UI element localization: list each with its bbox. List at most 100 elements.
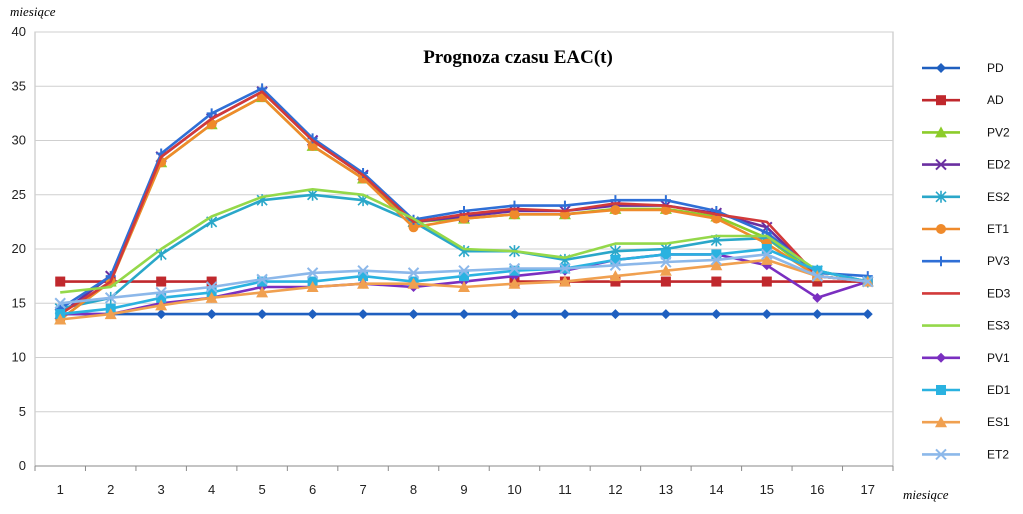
point-ed1-3 — [156, 292, 167, 303]
point-ed1-13 — [660, 249, 671, 260]
point-pd-3 — [156, 309, 167, 320]
point-es1-14 — [710, 259, 723, 271]
point-es1-6 — [306, 280, 319, 292]
x-tick-10: 10 — [507, 482, 521, 497]
point-ad-12 — [610, 276, 621, 287]
point-et2-6 — [306, 267, 319, 279]
point-ad-16 — [812, 276, 823, 287]
point-et1-9 — [459, 213, 469, 224]
point-et1-12 — [610, 204, 621, 215]
point-et2-9 — [458, 264, 470, 277]
point-ad-15 — [761, 276, 772, 287]
point-et2-2 — [104, 292, 117, 304]
legend-marker-pv1 — [936, 352, 946, 363]
legend-item-es3: ES3 — [922, 319, 1010, 333]
point-es1-1 — [54, 313, 67, 325]
point-pv3-13 — [660, 195, 671, 206]
x-tick-14: 14 — [709, 482, 723, 497]
point-ed1-5 — [257, 276, 268, 287]
point-pd-5 — [257, 309, 268, 320]
point-et1-10 — [509, 209, 520, 220]
x-tick-12: 12 — [608, 482, 622, 497]
legend-item-ed3: ED3 — [922, 286, 1011, 300]
point-et2-4 — [205, 281, 218, 293]
series-et2 — [54, 248, 874, 309]
legend-label-es1: ES1 — [987, 415, 1010, 429]
x-tick-labels: 1 2 3 4 5 6 7 8 9 10 11 12 13 14 15 16 17 — [57, 482, 875, 497]
point-pd-4 — [206, 309, 217, 320]
legend-item-et2: ET2 — [922, 447, 1009, 461]
legend-item-ad: AD — [922, 93, 1004, 107]
x-tick-1: 1 — [57, 482, 64, 497]
point-ad-14 — [711, 276, 722, 287]
point-pv1-16 — [812, 292, 823, 303]
legend-label-pv3: PV3 — [987, 254, 1010, 268]
legend-item-pv1: PV1 — [922, 351, 1010, 365]
point-es2-6 — [307, 188, 319, 201]
point-et2-5 — [256, 273, 268, 286]
series-line-es3 — [60, 188, 869, 294]
y-tick-5: 5 — [19, 404, 26, 419]
legend-item-es1: ES1 — [922, 415, 1010, 429]
legend-label-ed3: ED3 — [987, 286, 1011, 300]
legend-marker-et2 — [935, 448, 947, 461]
chart-title: Prognoza czasu EAC(t) — [423, 47, 613, 68]
legend-marker-et1 — [936, 224, 946, 234]
point-et2-16 — [811, 270, 824, 282]
point-pv3-11 — [559, 200, 570, 211]
point-ad-4 — [206, 276, 217, 287]
point-et2-8 — [407, 267, 420, 279]
legend-marker-pd — [936, 63, 946, 73]
x-axis-label: miesiące — [903, 487, 949, 502]
x-tick-15: 15 — [760, 482, 774, 497]
point-es1-8 — [407, 277, 420, 289]
point-et2-15 — [761, 248, 773, 261]
x-tick-16: 16 — [810, 482, 824, 497]
legend-item-ed2: ED2 — [922, 158, 1011, 172]
point-pd-10 — [509, 309, 520, 320]
point-pd-16 — [812, 309, 823, 320]
legend-item-ed1: ED1 — [922, 383, 1011, 397]
legend-marker-pv2 — [935, 126, 947, 138]
point-et1-8 — [408, 222, 419, 233]
point-ed1-7 — [358, 271, 369, 282]
legend-label-et1: ET1 — [987, 222, 1009, 236]
point-ed1-14 — [711, 249, 722, 260]
point-es1-2 — [104, 308, 117, 320]
y-axis-label: miesiące — [10, 4, 56, 19]
legend-label-es2: ES2 — [987, 190, 1010, 204]
legend-item-pd: PD — [922, 61, 1004, 75]
x-tick-17: 17 — [861, 482, 875, 497]
point-et1-13 — [660, 204, 671, 215]
point-es1-9 — [458, 280, 470, 292]
series-es3 — [60, 188, 869, 294]
legend-label-ad: AD — [987, 93, 1004, 107]
y-tick-30: 30 — [12, 133, 26, 148]
x-tick-11: 11 — [558, 482, 572, 497]
legend-item-et1: ET1 — [922, 222, 1009, 236]
series-ed3 — [59, 90, 868, 316]
point-pd-12 — [610, 309, 621, 320]
point-ed1-12 — [610, 254, 621, 265]
y-tick-0: 0 — [19, 458, 26, 473]
point-es1-7 — [357, 277, 370, 289]
point-ad-1 — [55, 276, 66, 287]
legend-marker-pv3 — [936, 256, 946, 267]
point-pv3-4 — [206, 108, 217, 119]
point-pd-17 — [862, 309, 873, 320]
legend-item-pv2: PV2 — [922, 125, 1010, 139]
point-pd-13 — [660, 309, 671, 320]
point-es1-13 — [659, 264, 672, 276]
x-tick-8: 8 — [410, 482, 417, 497]
point-pd-7 — [358, 309, 369, 320]
point-et2-11 — [559, 262, 571, 275]
legend-label-et2: ET2 — [987, 447, 1009, 461]
point-et1-14 — [711, 213, 722, 224]
point-es1-11 — [558, 275, 571, 287]
point-ed1-15 — [761, 244, 772, 254]
point-et2-7 — [357, 264, 369, 277]
point-pd-6 — [307, 309, 318, 320]
x-tick-4: 4 — [208, 482, 215, 497]
series-es1 — [54, 253, 874, 325]
point-et2-14 — [710, 254, 723, 266]
